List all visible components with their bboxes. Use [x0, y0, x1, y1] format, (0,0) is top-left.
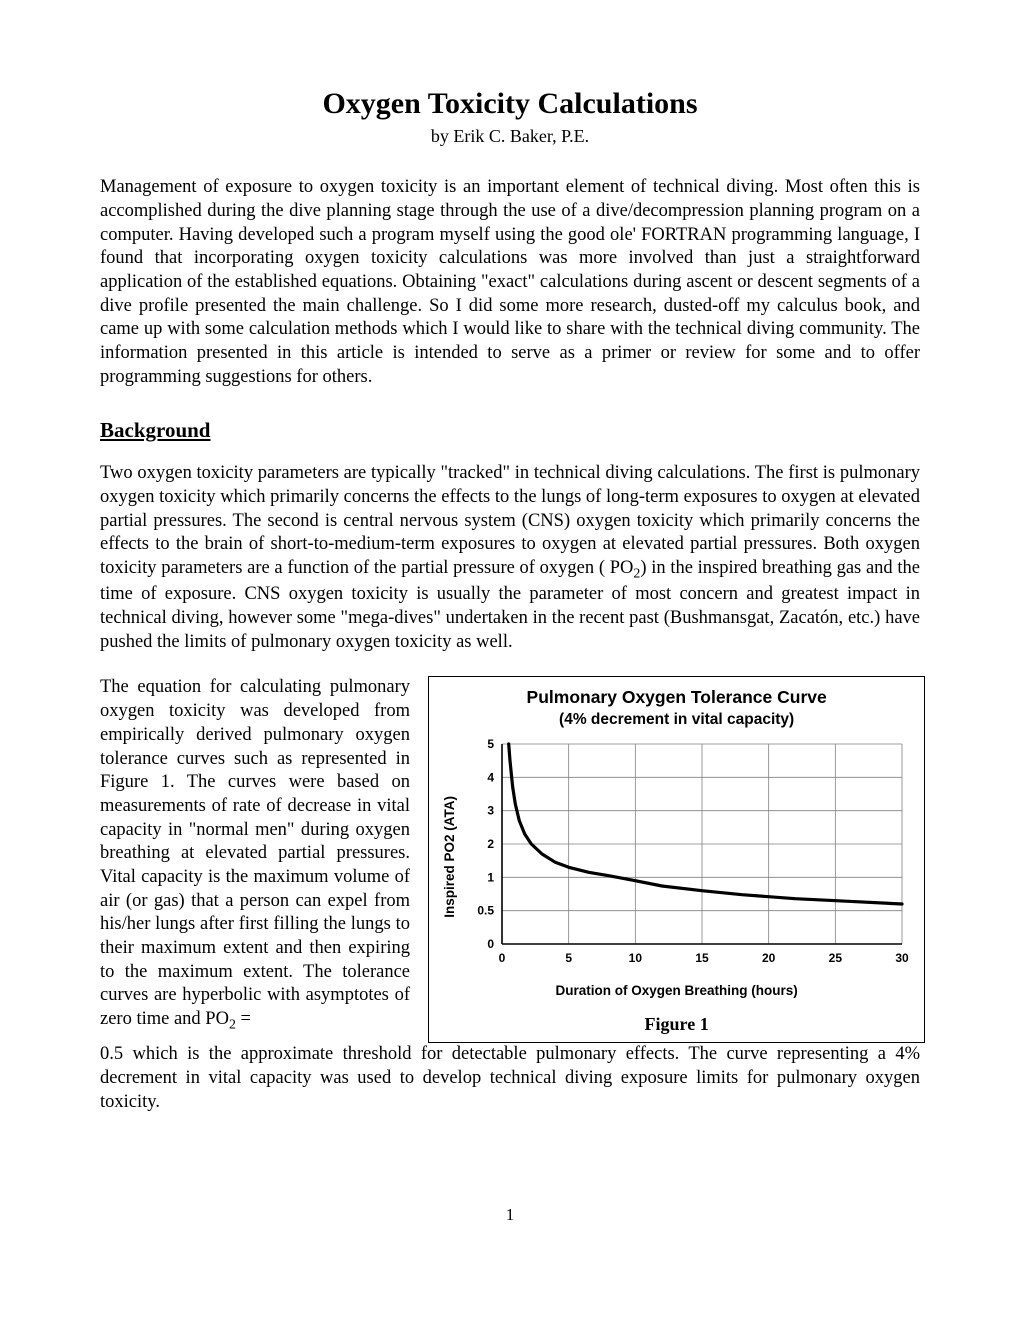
chart-xlabel: Duration of Oxygen Breathing (hours): [441, 982, 912, 999]
page-number: 1: [100, 1204, 920, 1226]
tolerance-curve-chart: 0 5 10 15 20 25 30 0 0.5 1 2 3 4 5: [462, 738, 912, 976]
svg-text:0: 0: [499, 951, 506, 965]
author-byline: by Erik C. Baker, P.E.: [100, 125, 920, 148]
left-text-column: The equation for calculating pulmonary o…: [100, 676, 410, 1034]
svg-text:2: 2: [488, 837, 495, 851]
two-column-section: The equation for calculating pulmonary o…: [100, 676, 920, 1043]
figure-caption: Figure 1: [441, 1013, 912, 1036]
section-heading-background: Background: [100, 417, 920, 444]
svg-text:0.5: 0.5: [478, 904, 495, 918]
svg-text:5: 5: [566, 951, 573, 965]
left-text-a: The equation for calculating pulmonary o…: [100, 677, 410, 934]
continuation-paragraph: 0.5 which is the approximate threshold f…: [100, 1043, 920, 1114]
chart-wrap: Inspired PO2 (ATA) 0 5 10 15 20 25 30 0 0.5 1 2 3 4 5: [441, 738, 912, 976]
figure-panel: Pulmonary Oxygen Tolerance Curve (4% dec…: [428, 676, 925, 1043]
svg-text:3: 3: [488, 804, 495, 818]
svg-text:30: 30: [896, 951, 910, 965]
chart-title-line2: (4% decrement in vital capacity): [559, 711, 794, 728]
svg-text:4: 4: [488, 770, 495, 784]
svg-text:20: 20: [762, 951, 776, 965]
svg-text:5: 5: [488, 738, 495, 751]
svg-text:0: 0: [488, 937, 495, 951]
page-title: Oxygen Toxicity Calculations: [100, 85, 920, 123]
left-text-c: =: [236, 1009, 251, 1029]
background-paragraph-1: Two oxygen toxicity parameters are typic…: [100, 462, 920, 654]
chart-title-line1: Pulmonary Oxygen Tolerance Curve: [527, 687, 827, 707]
chart-title: Pulmonary Oxygen Tolerance Curve (4% dec…: [441, 687, 912, 730]
intro-paragraph: Management of exposure to oxygen toxicit…: [100, 176, 920, 389]
svg-text:10: 10: [629, 951, 643, 965]
svg-text:15: 15: [696, 951, 710, 965]
svg-text:25: 25: [829, 951, 843, 965]
chart-ylabel: Inspired PO2 (ATA): [441, 796, 458, 918]
subscript-2b: 2: [229, 1018, 236, 1033]
svg-text:1: 1: [488, 870, 495, 884]
